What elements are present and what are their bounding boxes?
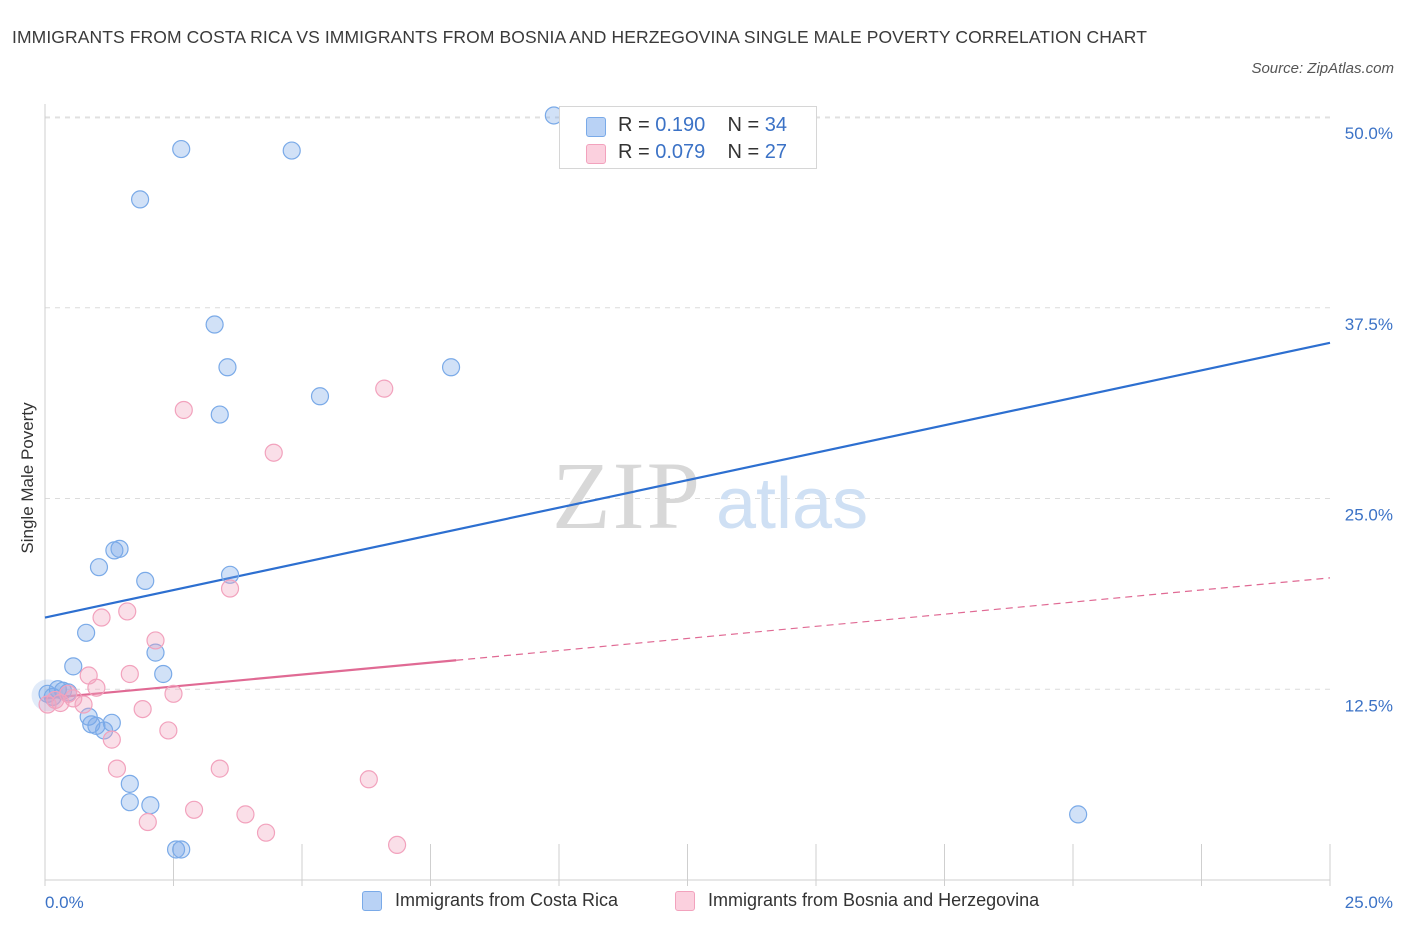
point-bosnia <box>146 631 165 650</box>
point-bosnia <box>264 443 283 462</box>
point-bosnia <box>174 400 193 420</box>
point-costa-rica <box>95 721 114 740</box>
point-costa-rica <box>441 358 461 377</box>
x-tick-label: 0.0% <box>45 893 84 912</box>
point-bosnia <box>74 695 93 714</box>
legend-n-value-bosnia: 27 <box>764 141 788 163</box>
watermark-zip: ZIP <box>552 442 702 549</box>
point-costa-rica <box>1069 805 1088 824</box>
data-points <box>31 106 1088 859</box>
y-tick-label: 25.0% <box>1345 506 1393 525</box>
legend-n-label: N = <box>727 141 760 163</box>
chart-title: IMMIGRANTS FROM COSTA RICA VS IMMIGRANTS… <box>12 27 1147 47</box>
point-bosnia <box>138 812 157 832</box>
x-tick-label: 25.0% <box>1345 893 1393 912</box>
point-bosnia <box>118 602 137 621</box>
point-costa-rica <box>120 793 139 812</box>
point-bosnia <box>87 678 106 697</box>
point-costa-rica <box>205 315 224 334</box>
point-bosnia <box>92 608 111 627</box>
point-costa-rica <box>154 664 173 684</box>
legend-n-value-costa-rica: 34 <box>764 114 788 136</box>
point-bosnia <box>359 770 378 789</box>
legend-r-value-costa-rica: 0.190 <box>655 114 706 136</box>
y-tick-label: 50.0% <box>1345 124 1393 143</box>
point-bosnia <box>102 730 121 749</box>
point-costa-rica <box>172 139 191 159</box>
chart-source: Source: ZipAtlas.com <box>1251 60 1394 77</box>
trend-line-extension-1 <box>456 577 1331 661</box>
legend-r-value-bosnia: 0.079 <box>655 141 706 163</box>
point-costa-rica <box>166 840 186 859</box>
point-costa-rica <box>172 840 191 859</box>
legend-swatch-bosnia <box>675 891 695 911</box>
point-bosnia <box>164 684 183 703</box>
y-tick-label: 37.5% <box>1345 315 1393 334</box>
point-costa-rica <box>130 190 150 209</box>
point-costa-rica <box>141 796 160 815</box>
point-bosnia <box>159 721 178 740</box>
axes <box>44 104 1331 886</box>
point-bosnia <box>120 664 139 684</box>
point-costa-rica <box>120 774 139 793</box>
point-bosnia <box>256 823 276 842</box>
point-bosnia <box>107 759 127 778</box>
series-legend: Immigrants from Costa Rica Immigrants fr… <box>0 888 1406 916</box>
legend-label-bosnia: Immigrants from Bosnia and Herzegovina <box>708 890 1040 910</box>
tick-labels: 12.5% 25.0% 37.5% 50.0% 0.0% 25.0% <box>45 124 1393 912</box>
point-costa-rica <box>210 405 229 424</box>
point-bosnia <box>220 579 240 598</box>
point-bosnia <box>236 805 255 824</box>
legend-r-label: R = <box>618 114 650 136</box>
legend-swatch-bosnia <box>586 144 606 164</box>
legend-r-label: R = <box>618 141 650 163</box>
point-costa-rica <box>220 565 240 584</box>
legend-swatch-costa-rica <box>362 891 382 911</box>
trend-line-0 <box>44 341 1331 619</box>
trend-lines <box>44 341 1331 700</box>
point-bosnia <box>210 759 229 778</box>
trend-line-1 <box>44 659 457 700</box>
point-costa-rica <box>110 539 129 558</box>
watermark-atlas: atlas <box>716 464 868 544</box>
point-costa-rica <box>310 387 330 406</box>
grid-lines <box>45 116 1330 690</box>
legend-swatch-costa-rica <box>586 117 606 137</box>
point-costa-rica <box>77 623 96 642</box>
point-costa-rica <box>218 358 237 377</box>
point-bosnia <box>387 835 407 855</box>
point-costa-rica <box>136 571 155 591</box>
point-costa-rica <box>282 141 301 160</box>
point-bosnia <box>133 699 152 719</box>
y-tick-label: 12.5% <box>1345 696 1393 715</box>
point-bosnia <box>184 800 204 819</box>
legend-n-label: N = <box>727 114 760 136</box>
point-costa-rica <box>89 558 109 577</box>
point-costa-rica <box>102 713 121 732</box>
point-bosnia <box>375 379 394 398</box>
point-costa-rica <box>64 657 83 676</box>
watermark: ZIP atlas <box>552 442 868 549</box>
legend-label-costa-rica: Immigrants from Costa Rica <box>395 890 619 910</box>
stats-legend: R = 0.190 N = 34 R = 0.079 N = 27 <box>559 106 817 169</box>
point-bosnia <box>64 689 83 708</box>
